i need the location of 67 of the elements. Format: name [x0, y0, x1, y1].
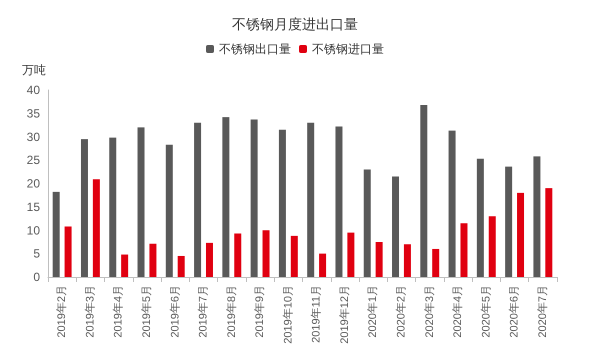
legend-label: 不锈钢出口量	[219, 42, 291, 56]
y-tick-label: 40	[26, 83, 40, 97]
bar	[206, 242, 213, 277]
bar	[234, 234, 242, 277]
bar	[517, 192, 524, 277]
bar	[178, 256, 185, 277]
x-tick-label: 2019年9月	[254, 285, 266, 338]
bar	[533, 156, 540, 277]
y-tick-label: 0	[33, 270, 40, 284]
chart-title: 不锈钢月度进出口量	[232, 16, 358, 32]
x-tick-label: 2019年11月	[310, 285, 323, 343]
bar	[307, 122, 314, 277]
bar	[250, 119, 258, 277]
bar	[335, 126, 342, 277]
y-tick-label: 30	[26, 130, 40, 144]
bar	[278, 130, 286, 277]
legend-label: 不锈钢进口量	[312, 42, 384, 56]
x-tick-label: 2019年12月	[338, 285, 351, 344]
bar	[80, 139, 88, 277]
bar	[319, 254, 326, 277]
bar	[476, 158, 484, 277]
x-tick-label: 2019年7月	[198, 285, 210, 338]
x-tick-label: 2020年6月	[508, 285, 521, 338]
bar	[364, 169, 371, 277]
x-tick-label: 2019年2月	[56, 285, 68, 338]
bar	[392, 176, 400, 277]
x-tick-label: 2019年5月	[140, 285, 153, 338]
x-tick-label: 2020年3月	[424, 285, 436, 338]
x-tick-label: 2020年5月	[480, 285, 492, 338]
x-tick-label: 2020年7月	[536, 285, 549, 338]
x-tick-label: 2020年1月	[367, 285, 380, 338]
bar	[92, 179, 100, 277]
bar	[488, 216, 496, 277]
bar	[121, 254, 128, 277]
bar	[545, 188, 552, 277]
bar	[448, 130, 456, 277]
y-tick-label: 20	[26, 176, 40, 190]
y-tick-label: 25	[26, 153, 40, 168]
bar	[149, 244, 156, 277]
x-tick-label: 2019年4月	[112, 285, 125, 338]
y-tick-label: 35	[26, 106, 40, 120]
x-tick-label: 2019年8月	[226, 285, 238, 338]
bar	[138, 127, 145, 277]
y-tick-label: 10	[26, 223, 40, 238]
x-tick-label: 2020年2月	[395, 285, 408, 338]
bar	[166, 144, 173, 277]
bar	[347, 232, 354, 277]
y-tick-label: 15	[26, 200, 40, 214]
bar	[404, 244, 411, 277]
y-tick-label: 5	[33, 246, 40, 261]
bar	[109, 138, 116, 277]
y-axis-title: 万吨	[22, 63, 46, 77]
bar	[432, 248, 440, 277]
bar	[376, 242, 383, 277]
bar	[290, 236, 298, 277]
x-tick-label: 2019年6月	[169, 285, 182, 338]
bar	[64, 226, 72, 277]
x-tick-label: 2019年10月	[282, 285, 294, 344]
bar	[194, 122, 202, 277]
bar	[262, 230, 270, 277]
bar	[222, 117, 230, 277]
bar	[420, 104, 428, 277]
bar	[460, 223, 468, 277]
bar	[52, 192, 60, 277]
x-tick-label: 2020年4月	[452, 285, 464, 338]
x-tick-label: 2019年3月	[84, 285, 96, 338]
bar	[505, 166, 512, 277]
